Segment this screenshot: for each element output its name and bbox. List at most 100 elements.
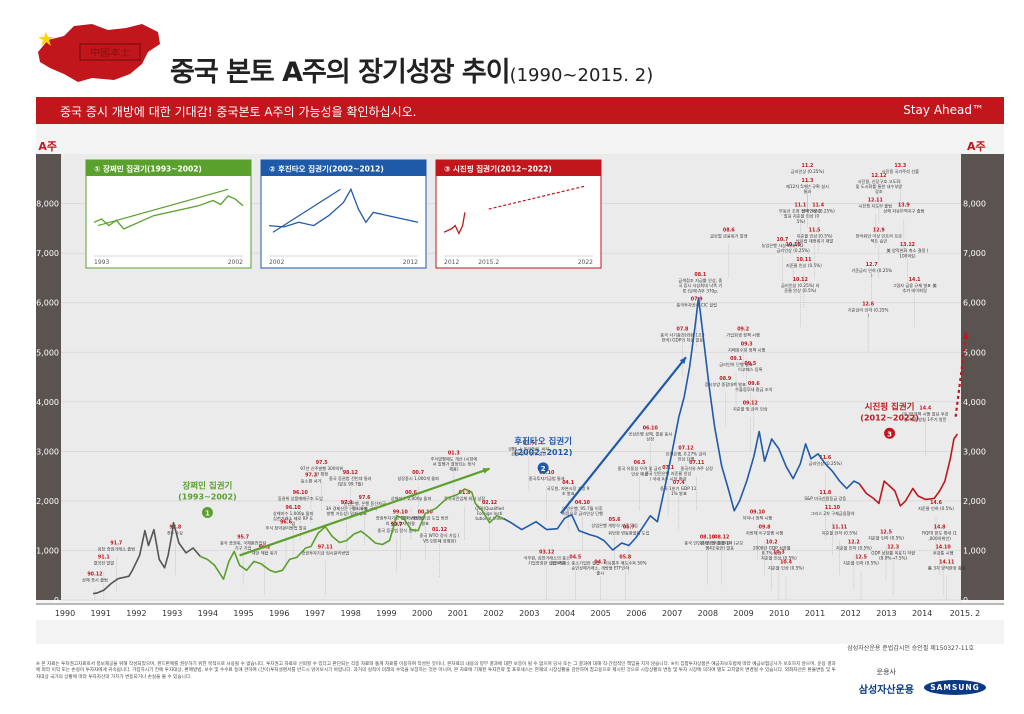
- annotation-date: 08.1: [694, 272, 706, 278]
- annotation-text: 조 발표: [562, 490, 575, 496]
- annotation-date: 07.8: [677, 326, 689, 332]
- annotation-text: 농업은행 사상 최대 IPO: [761, 242, 804, 249]
- annotation-text: 금리인상 (0.25%): [791, 168, 825, 175]
- annotation-text: ,000억위안): [928, 535, 951, 542]
- y-tick-label-right: 2,000: [963, 497, 986, 506]
- y-tick-label-right: 5,000: [963, 348, 986, 357]
- annotation-text: 은행 중국 QFII 승인: [511, 451, 546, 458]
- annotation-text: 처음으로 금리인상 단행: [562, 510, 603, 517]
- annotation-text: 인하: [621, 565, 629, 572]
- inset-panel: ② 후진타오 집권기(2002~2012) 2002 2012: [260, 159, 427, 269]
- annotation-date: 10.7: [777, 237, 789, 243]
- x-tick-label: 2010: [769, 609, 789, 618]
- annotation-text: B주 수요: [167, 531, 183, 537]
- annotation-text: 발행 가능성) 일제 발표: [327, 510, 367, 517]
- annotation-date: 99.7: [391, 522, 403, 528]
- annotation-date: 11.3: [802, 178, 814, 184]
- x-tick-label: 2001: [448, 609, 468, 618]
- annotation-date: 10.3: [773, 549, 785, 555]
- y-tick-label-right: 6,000: [963, 299, 986, 308]
- annotation-text: 지준율 인상 (0.5%): [761, 554, 797, 561]
- annotation-date: 12.6: [862, 302, 874, 308]
- y-tick-label-left: 1,000: [36, 546, 59, 555]
- left-axis-band: [36, 154, 61, 600]
- annotation-text: 지준율 및 금리 인상: [733, 406, 768, 413]
- annotation-date: 08.6: [723, 227, 735, 233]
- period-title: 장쩌민 집권기: [182, 481, 232, 492]
- annotation-text: 차이나 정책 시행: [743, 515, 773, 522]
- annotation-text: 승인: [571, 565, 579, 571]
- inset-header: ① 장쩌민 집권기(1993~2002): [94, 164, 202, 174]
- right-axis-band: [961, 154, 1004, 600]
- annotation-date: 12.9: [873, 227, 885, 233]
- annotation-date: 97.6: [359, 495, 371, 501]
- annotation-text: 3A 경제신문 (주식 사표: [326, 505, 368, 512]
- annotation-date: 14.1: [909, 277, 921, 283]
- inset-x-start: 2012: [444, 259, 459, 266]
- y-axis-label-right: A주: [967, 140, 986, 153]
- annotation-text: GDP 성장률 목표치 하향: [871, 549, 915, 556]
- period-range: (2012~2022): [860, 413, 919, 422]
- x-tick-label: 2000: [412, 609, 432, 618]
- inset-x-start: 1993: [94, 259, 109, 266]
- annotation-text: 제12차 5개년 규획 실시: [786, 183, 829, 190]
- annotation-text: (8.0%→7.5%): [879, 556, 907, 561]
- x-tick-label: 1991: [91, 609, 111, 618]
- x-tick-label: 2009: [733, 609, 753, 618]
- y-tick-label-right: 8,000: [963, 200, 986, 209]
- annotation-text: ' 발표 지준율 인상 (0: [781, 213, 819, 220]
- annotation-text: 젝트 승인: [870, 238, 887, 245]
- annotation-text: 그림자 금융 규제 발표 美: [892, 282, 936, 289]
- annotation-date: 06.5: [634, 460, 646, 466]
- annotation-text: 채용): [449, 466, 459, 473]
- inset-header-bg: [86, 160, 251, 176]
- annotation-date: 08.10: [700, 535, 716, 541]
- inset-header-bg: [261, 160, 426, 176]
- map-label: 中國本土: [90, 46, 130, 59]
- y-tick-label-right: 4,000: [963, 398, 986, 407]
- inset-panel: ① 장쩌민 집권기(1993~2002) 1993 2002: [85, 159, 252, 269]
- annotation-date: 10.2: [766, 539, 778, 545]
- inset-header-bg: [436, 160, 601, 176]
- annotation-text: 퉁 허용 방침 1주기 방문: [904, 416, 947, 423]
- annotation-date: 96.6: [280, 520, 292, 526]
- y-tick-label-left: 3,000: [36, 447, 59, 456]
- period-title: 후진타오 집권기: [514, 436, 572, 447]
- annotation-text: 국무원, 심천거래소의 중소: [524, 554, 571, 561]
- x-tick-label: 2005: [591, 609, 611, 618]
- annotation-text: 미니부양책 시행 발표 후강: [902, 411, 949, 418]
- source-note: 삼성자산운용 준법감시인 승인필 제150327-11호: [847, 645, 974, 652]
- annotation-text: 입: [291, 520, 295, 526]
- annotation-text: tutional Inves: [475, 516, 504, 521]
- annotation-date: 03.12: [539, 549, 554, 555]
- inset-frame: [435, 159, 602, 269]
- annotation-date: 05.6: [609, 517, 621, 523]
- annotation-date: 04.7: [594, 559, 606, 565]
- annotation-text: 증시유입 금지: [352, 505, 377, 512]
- annotation-text: 기업증권판 설립 비준: [528, 560, 565, 567]
- brand-tagline: Stay Ahead™: [903, 103, 984, 117]
- annotation-date: 14.4: [919, 406, 931, 412]
- x-axis-band: [36, 604, 1004, 620]
- annotation-date: 11.10: [825, 505, 841, 511]
- x-tick-label: 1998: [341, 609, 361, 618]
- series-line-blue: [503, 297, 860, 551]
- period-title: 시진핑 집권기: [865, 401, 915, 412]
- annotation-date: 01.3: [448, 450, 460, 456]
- annotation-text: 美 3차 양적완화 종료: [928, 564, 966, 571]
- annotation-date: 07.4: [673, 480, 685, 486]
- y-tick-label-left: 7,000: [36, 249, 59, 258]
- annotation-text: 상해지수 2,000p 돌파: [391, 495, 432, 502]
- y-tick-label-right: 7,000: [963, 249, 986, 258]
- period-number-badge: [884, 427, 896, 439]
- annotation-date: 11.6: [819, 455, 831, 461]
- annotation-text: 수출증후세 환급 조치: [735, 386, 772, 393]
- annotation-text: 중국국민업체 외자 상장: [444, 495, 485, 502]
- annotation-text: 8.7% 성장: [762, 550, 782, 556]
- annotation-date: 98.12: [343, 470, 358, 476]
- annotation-text: 행: [705, 545, 709, 551]
- annotation-date: 09.12: [743, 401, 758, 407]
- period-range: (1993~2002): [178, 493, 237, 502]
- trend-arrow-blue-shaft: [560, 356, 687, 514]
- subtitle: 중국 증시 개방에 대한 기대감! 중국본토 A주의 가능성을 확인하십시오.: [60, 105, 417, 119]
